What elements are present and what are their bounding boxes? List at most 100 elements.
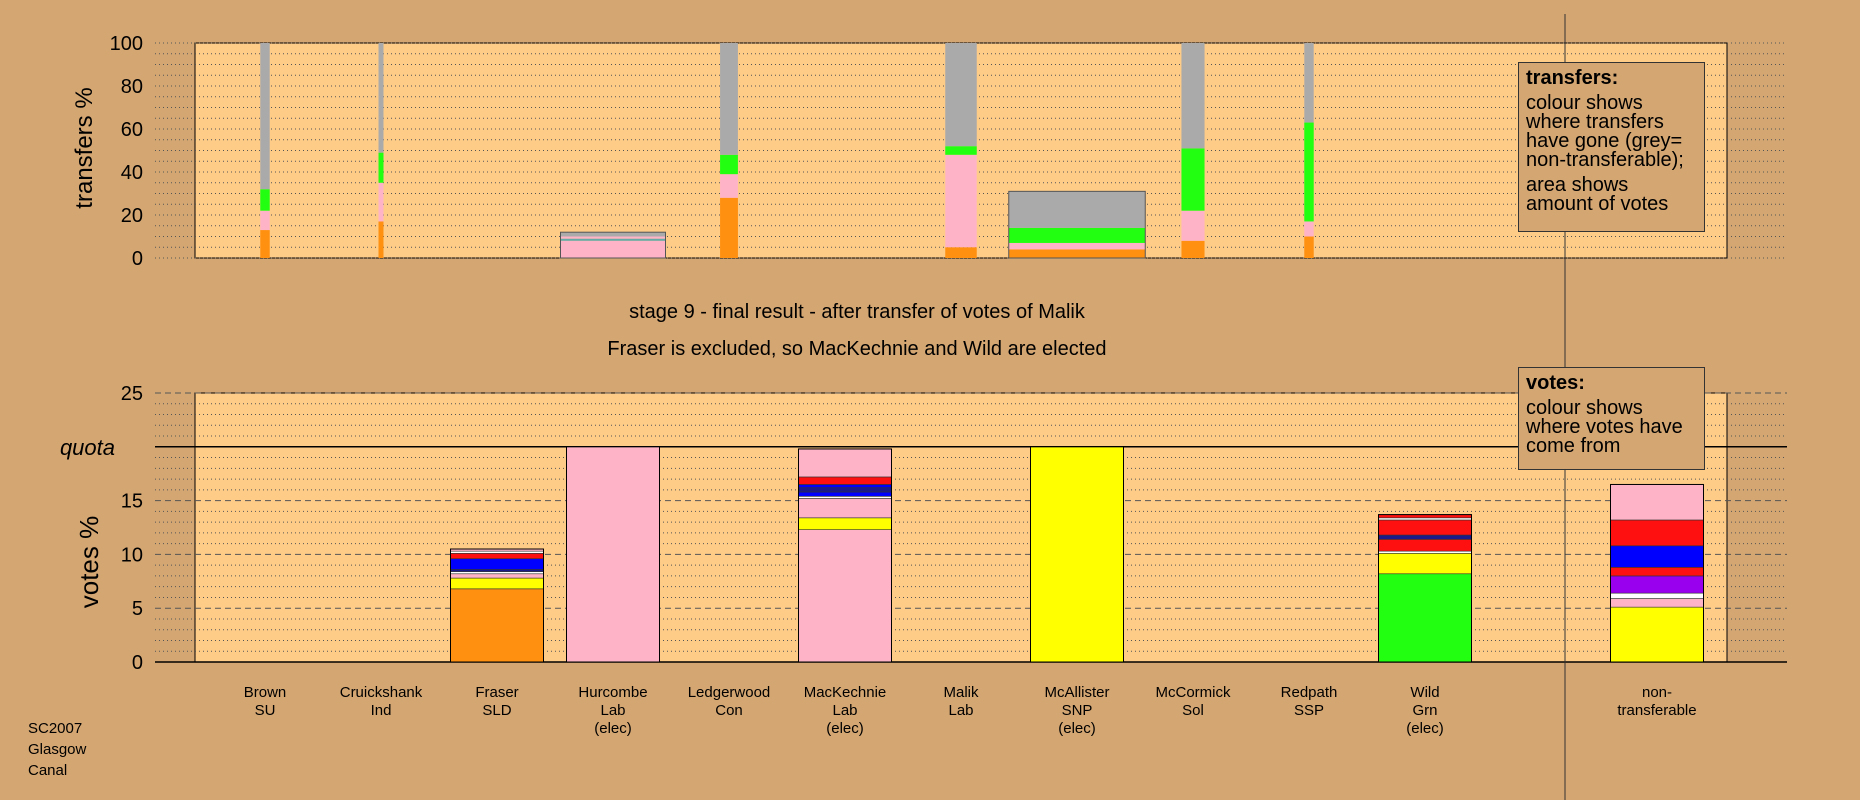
category-label: (elec)	[1406, 720, 1444, 737]
vote-segment-pink	[566, 446, 660, 663]
transfer-segment-grey	[945, 43, 977, 147]
votes-bar-mcallister	[1030, 446, 1124, 663]
vote-segment-red	[450, 553, 544, 560]
category-label: Lab	[832, 702, 857, 719]
vote-segment-red	[1378, 539, 1472, 552]
transfer-segment-grey	[1008, 191, 1146, 228]
vote-segment-yellow	[1610, 606, 1704, 663]
vote-segment-white	[450, 571, 544, 575]
category-label: Wild	[1410, 684, 1439, 701]
vote-segment-white	[798, 495, 892, 499]
transfer-segment-green	[260, 189, 270, 211]
vote-segment-blue	[798, 484, 892, 488]
vote-segment-blue	[798, 491, 892, 497]
category-label: MacKechnie	[804, 684, 887, 701]
transfer-bar-outline	[560, 231, 666, 259]
vote-segment-red	[1610, 567, 1704, 577]
transfers-bar-mccormick	[1181, 43, 1205, 258]
vote-segment-red	[1610, 519, 1704, 547]
footer-line-2: Glasgow	[28, 741, 87, 758]
quota-label: quota	[60, 435, 115, 460]
transfer-bar-outline	[1008, 190, 1146, 259]
transfer-segment-pink	[1181, 210, 1205, 241]
vote-segment-white	[1610, 592, 1704, 599]
transfer-segment-pink	[560, 236, 666, 239]
constituency-label: SC2007 Glasgow Canal	[28, 718, 86, 781]
transfers-bar-mcallister	[1008, 190, 1146, 259]
transfer-segment-pink	[945, 154, 977, 248]
transfer-segment-pink	[1304, 221, 1314, 237]
transfer-segment-grey	[378, 43, 384, 153]
transfer-segment-grey	[720, 43, 738, 155]
vote-segment-green	[1378, 573, 1472, 663]
transfer-segment-orange	[945, 247, 977, 258]
transfer-segment-pink	[560, 240, 666, 258]
votes-legend-text: colour shows where votes have come from	[1526, 397, 1683, 457]
transfers-tick-label: 80	[121, 76, 143, 98]
transfers-legend-text-2: area shows amount of votes	[1526, 174, 1669, 215]
transfers-bar-hurcombe	[560, 231, 666, 259]
vote-segment-pink	[1610, 484, 1704, 521]
transfer-segment-green	[1181, 148, 1205, 211]
transfers-bar-cruickshank	[378, 43, 384, 258]
stage-line-2: Fraser is excluded, so MacKechnie and Wi…	[607, 338, 1106, 360]
vote-bar-outline	[1610, 483, 1704, 663]
vote-segment-pink	[798, 529, 892, 663]
transfer-segment-grey	[1304, 43, 1314, 123]
category-label: (elec)	[1058, 720, 1096, 737]
transfer-segment-orange	[1008, 249, 1146, 258]
votes-tick-label: 25	[121, 383, 143, 405]
vote-bar-outline	[1030, 446, 1124, 663]
transfers-legend-text-1: colour shows where transfers have gone (…	[1526, 92, 1684, 171]
votes-plot-area	[194, 392, 1728, 663]
votes-bar-non	[1610, 483, 1704, 663]
vote-segment-purple	[1610, 575, 1704, 594]
transfer-segment-teal	[560, 238, 666, 241]
transfer-segment-green	[378, 152, 384, 183]
category-label: Lab	[948, 702, 973, 719]
category-label: Con	[715, 702, 743, 719]
footer-line-3: Canal	[28, 762, 68, 779]
votes-tick-label: 0	[132, 652, 143, 674]
vote-segment-white	[1378, 550, 1472, 554]
category-label: Sol	[1182, 702, 1204, 719]
vote-bar-outline	[566, 446, 660, 663]
votes-tick-label: 10	[121, 544, 143, 566]
category-label: Hurcombe	[578, 684, 647, 701]
category-label: McAllister	[1044, 684, 1109, 701]
vote-segment-white	[450, 550, 544, 554]
transfer-segment-green	[720, 154, 738, 175]
transfer-segment-orange	[720, 197, 738, 258]
transfers-tick-label: 100	[110, 33, 143, 55]
vote-segment-red	[1378, 519, 1472, 536]
vote-segment-navy	[450, 569, 544, 572]
vote-segment-blue	[1610, 545, 1704, 568]
vote-segment-yellow	[798, 517, 892, 530]
votes-bar-wild	[1378, 514, 1472, 663]
category-label: transferable	[1617, 702, 1696, 719]
category-label: Ind	[371, 702, 392, 719]
vote-segment-blue	[450, 558, 544, 570]
transfers-tick-label: 0	[132, 248, 143, 270]
transfer-segment-green	[945, 146, 977, 155]
vote-segment-pink	[798, 498, 892, 519]
category-label: Grn	[1412, 702, 1437, 719]
transfers-legend-box: transfers: colour shows where transfers …	[1518, 62, 1705, 232]
votes-axis-label: votes %	[74, 516, 104, 609]
transfer-segment-green	[1304, 122, 1314, 222]
transfer-segment-grey	[560, 232, 666, 237]
transfers-legend-title: transfers:	[1526, 67, 1619, 89]
transfers-bar-redpath	[1304, 43, 1314, 258]
category-label: Fraser	[475, 684, 518, 701]
votes-bar-mackechnie	[798, 448, 892, 663]
transfer-segment-orange	[1304, 236, 1314, 258]
vote-segment-pink	[798, 448, 892, 478]
category-label: SU	[255, 702, 276, 719]
category-label: Redpath	[1281, 684, 1338, 701]
transfers-tick-label: 60	[121, 119, 143, 141]
category-label: Malik	[943, 684, 979, 701]
category-label: Lab	[600, 702, 625, 719]
transfer-segment-pink	[260, 210, 270, 231]
vote-segment-navy	[798, 487, 892, 493]
